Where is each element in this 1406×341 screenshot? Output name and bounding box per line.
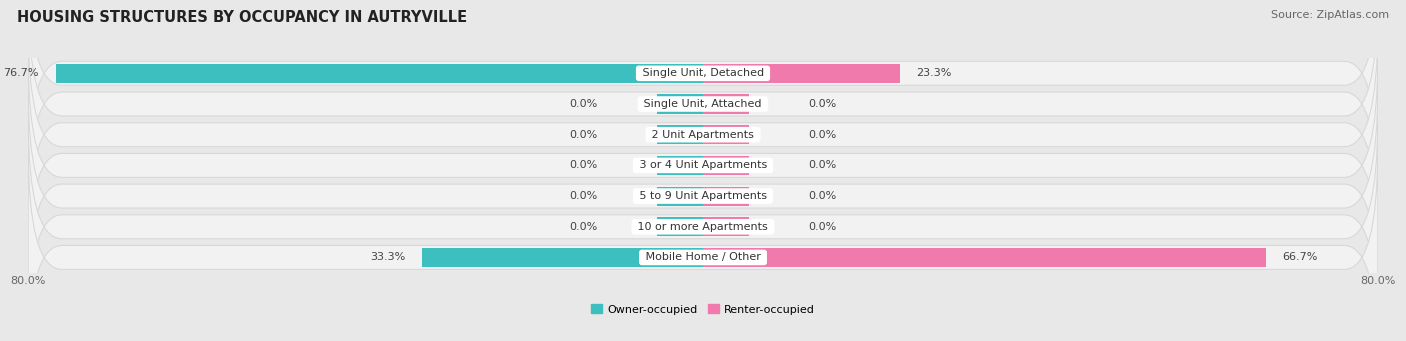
FancyBboxPatch shape (28, 116, 1378, 338)
Bar (422, 248, 703, 267)
FancyBboxPatch shape (28, 147, 1378, 341)
Text: 5 to 9 Unit Apartments: 5 to 9 Unit Apartments (636, 191, 770, 201)
Text: 0.0%: 0.0% (569, 222, 598, 232)
Text: 0.0%: 0.0% (569, 160, 598, 170)
Text: 23.3%: 23.3% (917, 68, 952, 78)
Bar (703, 94, 749, 114)
Bar (56, 64, 703, 83)
FancyBboxPatch shape (28, 55, 1378, 276)
Text: 0.0%: 0.0% (569, 99, 598, 109)
Text: Single Unit, Detached: Single Unit, Detached (638, 68, 768, 78)
Text: 0.0%: 0.0% (569, 130, 598, 140)
Legend: Owner-occupied, Renter-occupied: Owner-occupied, Renter-occupied (592, 304, 814, 314)
Bar (703, 156, 749, 175)
Bar (657, 125, 703, 144)
Text: 0.0%: 0.0% (808, 130, 837, 140)
Text: 0.0%: 0.0% (808, 99, 837, 109)
Bar (657, 94, 703, 114)
Bar (703, 64, 900, 83)
Bar (703, 187, 749, 206)
Text: HOUSING STRUCTURES BY OCCUPANCY IN AUTRYVILLE: HOUSING STRUCTURES BY OCCUPANCY IN AUTRY… (17, 10, 467, 25)
Text: Source: ZipAtlas.com: Source: ZipAtlas.com (1271, 10, 1389, 20)
Text: 76.7%: 76.7% (4, 68, 39, 78)
Text: 2 Unit Apartments: 2 Unit Apartments (648, 130, 758, 140)
Bar (703, 248, 1265, 267)
Bar (703, 125, 749, 144)
Bar (657, 156, 703, 175)
Text: 10 or more Apartments: 10 or more Apartments (634, 222, 772, 232)
Bar (657, 217, 703, 236)
Text: 33.3%: 33.3% (370, 252, 405, 263)
Text: 66.7%: 66.7% (1282, 252, 1317, 263)
Text: Single Unit, Attached: Single Unit, Attached (641, 99, 765, 109)
Text: 0.0%: 0.0% (569, 191, 598, 201)
FancyBboxPatch shape (28, 85, 1378, 307)
Text: 0.0%: 0.0% (808, 160, 837, 170)
FancyBboxPatch shape (28, 0, 1378, 215)
Bar (657, 187, 703, 206)
Text: 3 or 4 Unit Apartments: 3 or 4 Unit Apartments (636, 160, 770, 170)
FancyBboxPatch shape (28, 0, 1378, 184)
Text: 0.0%: 0.0% (808, 191, 837, 201)
Text: Mobile Home / Other: Mobile Home / Other (641, 252, 765, 263)
Text: 0.0%: 0.0% (808, 222, 837, 232)
Bar (703, 217, 749, 236)
FancyBboxPatch shape (28, 24, 1378, 246)
